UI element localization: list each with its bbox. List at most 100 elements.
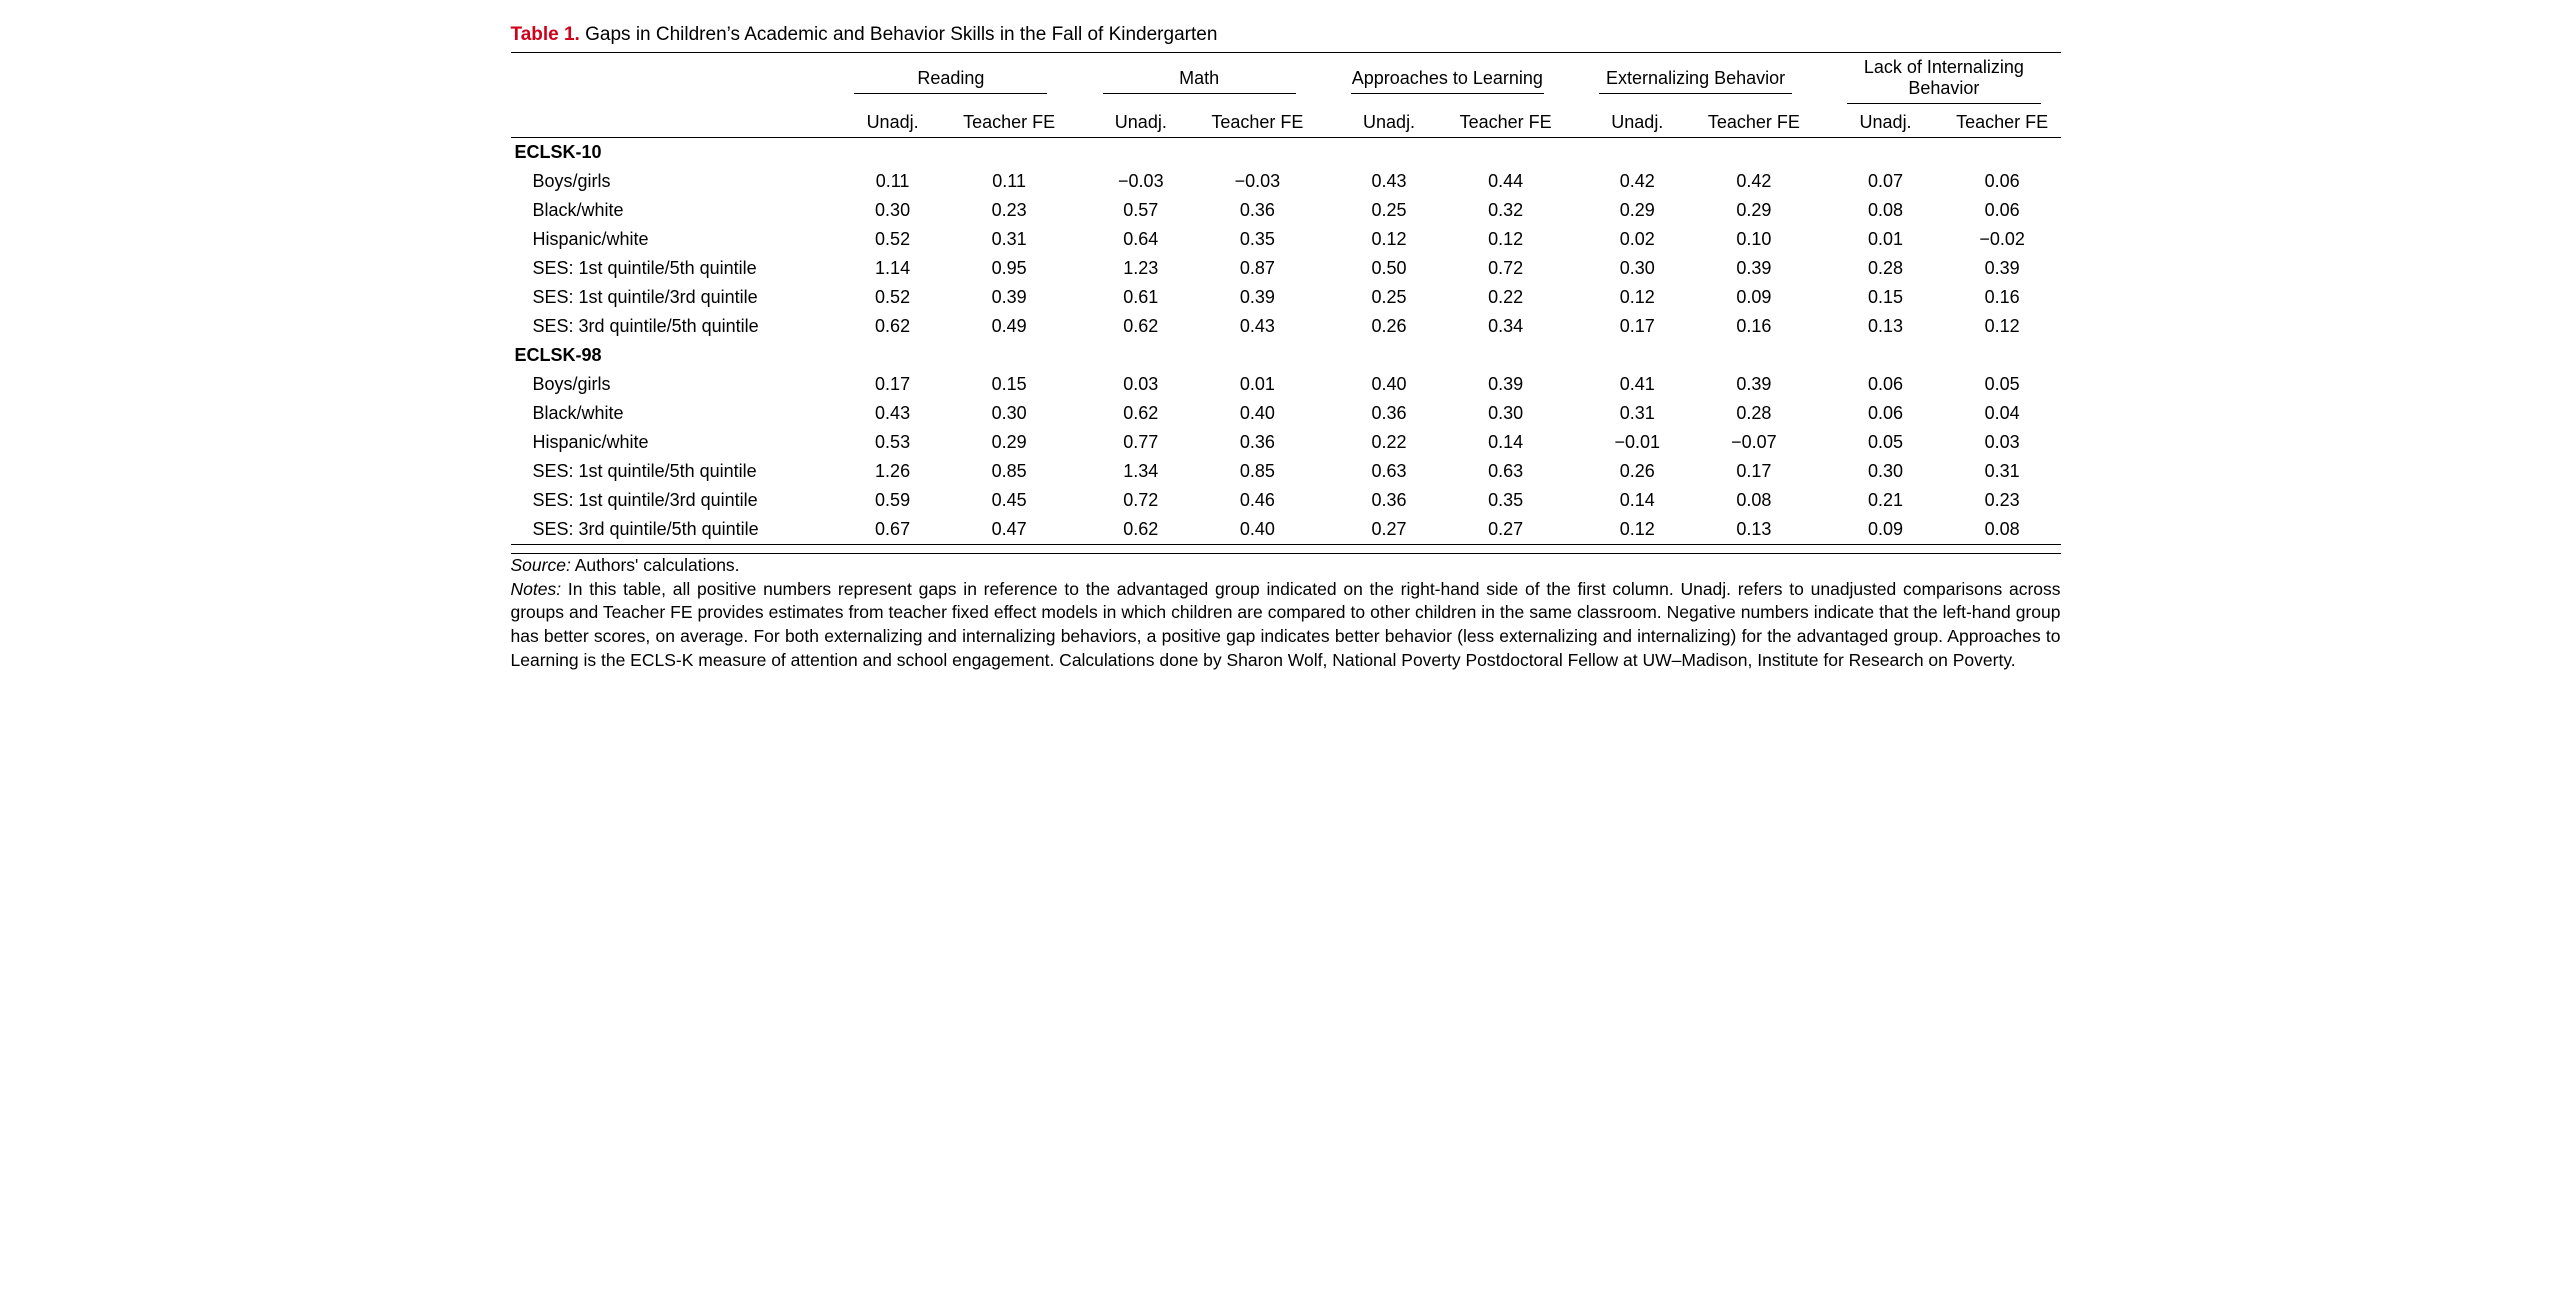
data-cell: 0.02 bbox=[1579, 225, 1696, 254]
row-label: Boys/girls bbox=[511, 370, 835, 399]
data-cell: 0.13 bbox=[1827, 312, 1944, 341]
section-header: ECLSK-98 bbox=[511, 341, 2061, 370]
data-cell: −0.01 bbox=[1579, 428, 1696, 457]
data-cell: 0.85 bbox=[1199, 457, 1316, 486]
data-cell: 0.36 bbox=[1331, 486, 1448, 515]
data-cell: 0.16 bbox=[1944, 283, 2061, 312]
data-cell: 0.11 bbox=[951, 167, 1068, 196]
row-label: Boys/girls bbox=[511, 167, 835, 196]
data-cell: 0.03 bbox=[1944, 428, 2061, 457]
data-cell: 0.25 bbox=[1331, 196, 1448, 225]
subcol-header: Unadj. bbox=[834, 108, 951, 138]
data-cell: 0.36 bbox=[1331, 399, 1448, 428]
data-cell: 0.09 bbox=[1827, 515, 1944, 545]
data-cell: 0.57 bbox=[1083, 196, 1200, 225]
data-cell: 0.49 bbox=[951, 312, 1068, 341]
table-row: Boys/girls0.110.11−0.03−0.030.430.440.42… bbox=[511, 167, 2061, 196]
data-cell: 0.22 bbox=[1447, 283, 1564, 312]
data-cell: 0.41 bbox=[1579, 370, 1696, 399]
column-group-header: Approaches to Learning bbox=[1331, 53, 1564, 109]
table-row: Boys/girls0.170.150.030.010.400.390.410.… bbox=[511, 370, 2061, 399]
column-group-header: Externalizing Behavior bbox=[1579, 53, 1812, 109]
data-cell: 0.17 bbox=[1696, 457, 1813, 486]
subcol-header: Unadj. bbox=[1331, 108, 1448, 138]
data-cell: 0.13 bbox=[1696, 515, 1813, 545]
data-cell: 0.05 bbox=[1944, 370, 2061, 399]
data-cell: 0.23 bbox=[1944, 486, 2061, 515]
data-cell: 0.30 bbox=[1447, 399, 1564, 428]
source-text: Authors' calculations. bbox=[575, 555, 740, 575]
data-cell: 0.46 bbox=[1199, 486, 1316, 515]
data-cell: 0.62 bbox=[834, 312, 951, 341]
data-cell: 0.85 bbox=[951, 457, 1068, 486]
data-cell: 0.39 bbox=[1447, 370, 1564, 399]
data-cell: 0.64 bbox=[1083, 225, 1200, 254]
table-row: SES: 1st quintile/5th quintile1.140.951.… bbox=[511, 254, 2061, 283]
data-cell: 0.10 bbox=[1696, 225, 1813, 254]
table-row: Hispanic/white0.530.290.770.360.220.14−0… bbox=[511, 428, 2061, 457]
data-cell: 0.40 bbox=[1199, 515, 1316, 545]
data-cell: −0.07 bbox=[1696, 428, 1813, 457]
data-cell: 1.23 bbox=[1083, 254, 1200, 283]
data-cell: 0.21 bbox=[1827, 486, 1944, 515]
table-notes: Source: Authors' calculations. Notes: In… bbox=[511, 553, 2061, 672]
subcol-header: Teacher FE bbox=[1944, 108, 2061, 138]
data-cell: 1.14 bbox=[834, 254, 951, 283]
data-cell: 0.29 bbox=[1579, 196, 1696, 225]
data-cell: 0.45 bbox=[951, 486, 1068, 515]
data-cell: −0.03 bbox=[1083, 167, 1200, 196]
data-cell: 0.43 bbox=[834, 399, 951, 428]
table-body: ECLSK-10Boys/girls0.110.11−0.03−0.030.43… bbox=[511, 138, 2061, 545]
data-cell: 0.43 bbox=[1331, 167, 1448, 196]
data-cell: 0.27 bbox=[1447, 515, 1564, 545]
data-cell: 0.43 bbox=[1199, 312, 1316, 341]
data-cell: 0.23 bbox=[951, 196, 1068, 225]
subcol-header: Unadj. bbox=[1579, 108, 1696, 138]
data-cell: 0.77 bbox=[1083, 428, 1200, 457]
data-cell: 0.06 bbox=[1944, 167, 2061, 196]
data-cell: 0.14 bbox=[1447, 428, 1564, 457]
data-cell: 0.09 bbox=[1696, 283, 1813, 312]
row-label: SES: 3rd quintile/5th quintile bbox=[511, 515, 835, 545]
notes-label: Notes: bbox=[511, 579, 562, 599]
row-label: SES: 1st quintile/5th quintile bbox=[511, 254, 835, 283]
data-cell: 0.35 bbox=[1447, 486, 1564, 515]
data-cell: 0.05 bbox=[1827, 428, 1944, 457]
table-row: SES: 1st quintile/3rd quintile0.520.390.… bbox=[511, 283, 2061, 312]
table-row: Black/white0.300.230.570.360.250.320.290… bbox=[511, 196, 2061, 225]
subcol-header: Unadj. bbox=[1083, 108, 1200, 138]
data-cell: 0.06 bbox=[1944, 196, 2061, 225]
data-cell: 0.63 bbox=[1447, 457, 1564, 486]
data-cell: 0.12 bbox=[1331, 225, 1448, 254]
table-row: SES: 1st quintile/3rd quintile0.590.450.… bbox=[511, 486, 2061, 515]
data-cell: 0.50 bbox=[1331, 254, 1448, 283]
row-label: SES: 1st quintile/3rd quintile bbox=[511, 283, 835, 312]
data-cell: 0.35 bbox=[1199, 225, 1316, 254]
notes-line: Notes: In this table, all positive numbe… bbox=[511, 578, 2061, 673]
data-cell: 0.63 bbox=[1331, 457, 1448, 486]
data-cell: 0.12 bbox=[1579, 283, 1696, 312]
data-cell: 0.39 bbox=[951, 283, 1068, 312]
data-cell: 0.30 bbox=[951, 399, 1068, 428]
data-cell: 0.42 bbox=[1579, 167, 1696, 196]
table-row: Black/white0.430.300.620.400.360.300.310… bbox=[511, 399, 2061, 428]
data-cell: 0.36 bbox=[1199, 196, 1316, 225]
data-cell: 0.29 bbox=[951, 428, 1068, 457]
data-cell: 0.40 bbox=[1199, 399, 1316, 428]
table-row: SES: 1st quintile/5th quintile1.260.851.… bbox=[511, 457, 2061, 486]
subcol-header: Teacher FE bbox=[951, 108, 1068, 138]
table-title: Table 1. Gaps in Children’s Academic and… bbox=[511, 24, 2061, 46]
subcol-header: Teacher FE bbox=[1696, 108, 1813, 138]
data-cell: 0.25 bbox=[1331, 283, 1448, 312]
data-cell: 0.08 bbox=[1944, 515, 2061, 545]
data-cell: 0.72 bbox=[1083, 486, 1200, 515]
data-cell: 0.30 bbox=[1827, 457, 1944, 486]
data-cell: 0.17 bbox=[834, 370, 951, 399]
data-table: Reading Math Approaches to Learning Exte… bbox=[511, 52, 2061, 545]
data-cell: 0.31 bbox=[1944, 457, 2061, 486]
data-cell: −0.02 bbox=[1944, 225, 2061, 254]
data-cell: 0.08 bbox=[1827, 196, 1944, 225]
data-cell: 0.30 bbox=[834, 196, 951, 225]
row-label: SES: 3rd quintile/5th quintile bbox=[511, 312, 835, 341]
data-cell: 0.47 bbox=[951, 515, 1068, 545]
